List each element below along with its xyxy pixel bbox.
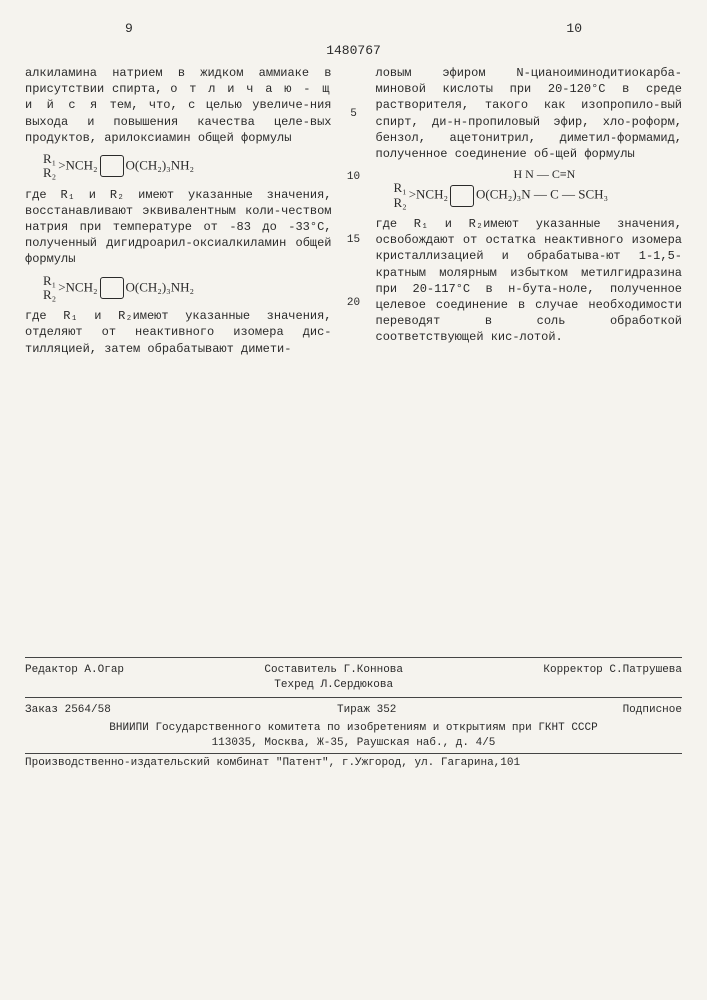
left-column: алкиламина натрием в жидком аммиаке в пр… <box>25 65 332 357</box>
two-column-body: алкиламина натрием в жидком аммиаке в пр… <box>25 65 682 357</box>
formula-r1: R₁ <box>43 152 56 166</box>
publisher-line: ВНИИПИ Государственного комитета по изоб… <box>25 721 682 736</box>
benzene-ring-icon <box>100 155 124 177</box>
subscription-label: Подписное <box>623 703 682 718</box>
formula-r2: R₂ <box>43 288 56 302</box>
paragraph-text: где R₁ и R₂имеют указанные значения, отд… <box>25 308 332 357</box>
formula-segment: NCH₂ <box>66 157 98 172</box>
line-number: 10 <box>347 170 360 185</box>
chemical-formula: R₁R₂>NCH₂O(CH₂)₃NH₂ <box>43 152 332 181</box>
imprint-footer: Редактор А.Огар Составитель Г.Коннова Те… <box>25 657 682 771</box>
tech-editor-credit: Техред Л.Сердюкова <box>274 679 393 691</box>
paragraph-text: где R₁ и R₂имеют указанные значения, осв… <box>376 216 683 346</box>
line-number: 15 <box>347 233 360 248</box>
page-number-left: 9 <box>125 20 133 38</box>
formula-segment: O(CH₂)₃NH₂ <box>126 279 194 294</box>
formula-top-line: H N — C≡N <box>514 168 683 181</box>
page-number-right: 10 <box>566 20 582 38</box>
divider <box>25 753 682 754</box>
print-run: Тираж 352 <box>337 703 396 718</box>
formula-segment: C — SCH₃ <box>550 187 608 202</box>
benzene-ring-icon <box>100 277 124 299</box>
divider <box>25 697 682 698</box>
compiler-credit: Составитель Г.Коннова <box>264 664 403 676</box>
formula-segment: NCH₂ <box>66 279 98 294</box>
formula-r2: R₂ <box>43 166 56 180</box>
right-column: ловым эфиром N-цианоиминодитиокарба-мино… <box>376 65 683 357</box>
line-number-gutter: 5 10 15 20 <box>346 65 362 357</box>
paragraph-text: ловым эфиром N-цианоиминодитиокарба-мино… <box>376 65 683 162</box>
chemical-formula: R₁R₂>NCH₂O(CH₂)₃NH₂ <box>43 274 332 303</box>
line-number: 20 <box>347 296 360 311</box>
formula-r1: R₁ <box>394 181 407 195</box>
line-number: 5 <box>350 107 357 122</box>
order-number: Заказ 2564/58 <box>25 703 111 718</box>
benzene-ring-icon <box>450 185 474 207</box>
editor-credit: Редактор А.Огар <box>25 663 124 693</box>
formula-r1: R₁ <box>43 274 56 288</box>
proofreader-credit: Корректор С.Патрушева <box>543 663 682 693</box>
document-number: 1480767 <box>25 42 682 60</box>
formula-segment: O(CH₂)₃N <box>476 187 531 202</box>
formula-segment: NCH₂ <box>416 187 448 202</box>
formula-segment: O(CH₂)₃NH₂ <box>126 157 194 172</box>
divider <box>25 657 682 658</box>
publisher-address: 113035, Москва, Ж-35, Раушская наб., д. … <box>25 736 682 751</box>
formula-r2: R₂ <box>394 196 407 210</box>
paragraph-text: где R₁ и R₂ имеют указанные значения, во… <box>25 187 332 268</box>
chemical-formula: H N — C≡N R₁R₂>NCH₂O(CH₂)₃N — C — SCH₃ <box>394 168 683 210</box>
printing-house: Производственно-издательский комбинат "П… <box>25 756 682 771</box>
